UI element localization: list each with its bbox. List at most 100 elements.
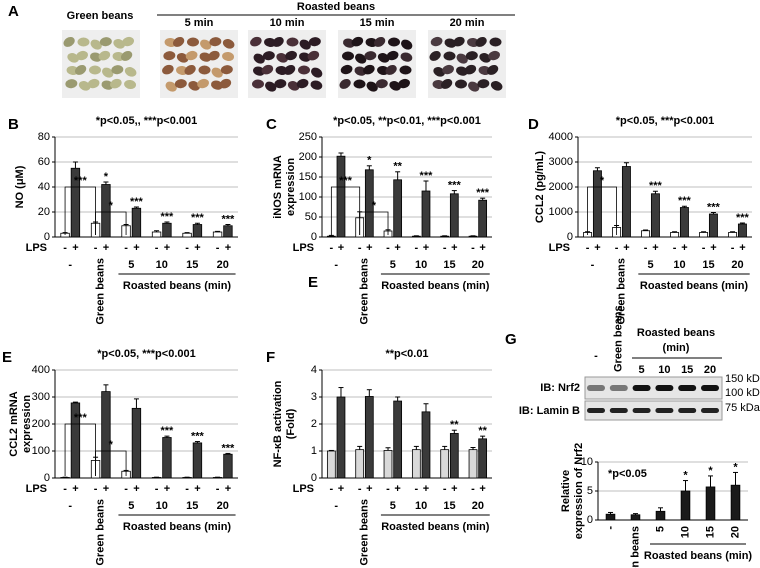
lps-sign: - [216,483,220,495]
bean [222,39,235,49]
bean [364,51,377,61]
bean [354,66,367,76]
y-axis-label: (Fold) [285,408,297,439]
significance: * [104,171,109,183]
lps-sign: + [423,242,429,254]
bean [385,64,397,75]
lps-sign: - [615,242,619,254]
panel-letter: G [505,331,517,348]
bracket-label: * [109,439,114,451]
y-tick-label: 200 [299,151,317,163]
bar [326,450,336,479]
significance: *** [161,425,175,437]
bean [440,78,453,89]
y-tick-label: 20 [38,206,50,218]
time-label: 15 min [360,17,395,29]
bean [209,37,222,47]
lps-sign: + [366,242,372,254]
lps-sign: + [451,483,457,495]
bean [187,37,199,47]
x-tick-label: 15 [702,259,714,271]
bean [74,64,87,75]
bean [489,37,502,47]
x-tick-label: 20 [731,259,743,271]
bean [222,51,235,62]
group-label: Roasted beans (min) [640,280,749,292]
lps-sign: + [164,483,170,495]
bracket-label: * [372,200,377,212]
bar [705,486,716,521]
panel-letter: F [266,349,275,366]
panel-letter: C [266,116,277,133]
blot-row-label: IB: Nrf2 [540,382,580,394]
lane-label: 15 [681,364,693,376]
lps-sign: - [644,242,648,254]
x-tick-label: 15 [186,259,198,271]
group-label: Roasted beans (min) [644,550,753,562]
x-tick-label: 20 [217,259,229,271]
blot-band [701,385,719,391]
lps-sign: + [652,242,658,254]
bracket-label: * [600,175,605,187]
bracket-label: *** [339,175,353,187]
bean [87,78,100,89]
bean [102,67,114,78]
bean [197,78,210,89]
bean [456,66,468,76]
time-label: 10 min [270,17,305,29]
x-tick-label: 10 [156,259,168,271]
lps-sign: - [358,483,362,495]
bar [336,155,346,238]
bean [355,53,367,64]
x-tick-label: 5 [390,259,396,271]
bar [151,231,162,238]
bean [398,78,411,89]
lps-sign: + [72,483,78,495]
bean [262,51,275,61]
bean [76,50,89,61]
blot-band [587,408,605,413]
x-axis-label: LPS [293,483,314,495]
chart-title: *p<0.05, **p<0.01, ***p<0.001 [333,115,481,127]
x-tick-label: 10 [415,500,427,512]
x-tick-label: 5 [390,500,396,512]
bar [223,453,233,479]
x-tick-label: - [591,259,595,271]
bar [605,513,616,521]
bean [363,64,375,75]
x-tick-label: Green beans [615,258,627,325]
bar [621,166,631,238]
lps-sign: + [194,242,200,254]
y-tick-label: 200 [32,418,50,430]
x-tick-label: 15 [443,500,455,512]
panel-letter: A [8,3,19,20]
bean [253,53,265,64]
lps-sign: - [731,242,735,254]
significance: *** [448,180,462,192]
group-label: Roasted beans (min) [381,280,490,292]
bar [440,235,450,238]
x-tick-label: Green beans [358,499,370,566]
significance: *** [476,187,490,199]
bean [120,50,133,61]
blot-band [609,385,628,391]
stray-label: E [308,274,318,291]
significance: ** [478,425,487,437]
blot-group-unit: (min) [663,342,690,354]
bean [287,81,300,91]
significance: *** [191,430,205,442]
y-tick-label: 1000 [549,206,573,218]
lps-sign: - [673,242,677,254]
y-tick-label: 400 [32,364,50,376]
y-tick-label: 80 [38,131,50,143]
y-tick-label: 0 [587,514,593,526]
y-tick-label: 0 [311,231,317,243]
significance: *** [649,180,663,192]
bracket [587,186,617,235]
bean [429,50,441,61]
green-beans-label: Green beans [67,10,134,22]
significance: * [683,469,688,481]
bar [449,193,459,238]
x-tick-label: 20 [729,526,741,538]
